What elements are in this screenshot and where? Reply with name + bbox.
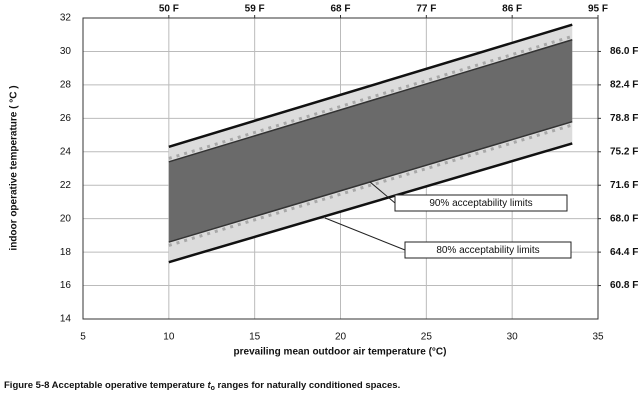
band-edge <box>168 39 573 163</box>
x-tick-label: 25 <box>421 332 433 343</box>
y-tick-label: 18 <box>60 247 72 258</box>
caption-text: ranges for naturally conditioned spaces. <box>215 380 400 391</box>
x2-tick-label: 50 F <box>159 4 179 15</box>
x2-tick-label: 59 F <box>245 4 265 15</box>
x2-tick-label: 95 F <box>588 4 608 15</box>
dotted-line <box>168 34 573 160</box>
y2-tick-label: 86.0 F <box>610 46 638 57</box>
plot-frame <box>82 17 599 320</box>
x-tick-label: 35 <box>592 332 604 343</box>
caption-subscript: o <box>211 385 215 392</box>
y2-tick-label: 60.8 F <box>610 280 638 291</box>
y-tick-label: 14 <box>60 314 72 325</box>
caption-symbol: t <box>207 380 211 391</box>
x-tick-label: 20 <box>335 332 347 343</box>
y-tick-label: 32 <box>60 13 72 24</box>
y-tick-label: 30 <box>60 46 72 57</box>
y2-tick-label: 71.6 F <box>610 180 638 191</box>
y-tick-label: 16 <box>60 280 72 291</box>
y2-tick-label: 64.4 F <box>610 247 638 258</box>
annotation-label: 80% acceptability limits <box>436 245 539 256</box>
band-edge <box>168 142 573 264</box>
y2-tick-label: 78.8 F <box>610 113 638 124</box>
caption-text: Figure 5-8 Acceptable operative temperat… <box>4 380 207 391</box>
annotation-box <box>394 194 568 212</box>
x2-tick-label: 86 F <box>502 4 522 15</box>
y-tick-label: 26 <box>60 113 72 124</box>
y2-tick-label: 75.2 F <box>610 146 638 157</box>
y2-tick-label: 82.4 F <box>610 80 638 91</box>
x-tick-label: 10 <box>163 332 175 343</box>
y-axis-label: indoor operative temperature ( °C ) <box>9 85 20 250</box>
x-tick-label: 5 <box>80 332 86 343</box>
x2-tick-label: 77 F <box>416 4 436 15</box>
x-tick-label: 30 <box>507 332 519 343</box>
x-axis-label: prevailing mean outdoor air temperature … <box>234 347 447 358</box>
y-tick-label: 24 <box>60 146 72 157</box>
dotted-line <box>168 123 573 247</box>
band-edge <box>168 23 573 148</box>
y-tick-label: 22 <box>60 180 72 191</box>
annotation-label: 90% acceptability limits <box>429 198 532 209</box>
band-area <box>168 39 573 243</box>
y-tick-label: 20 <box>60 213 72 224</box>
leader-line <box>369 181 396 204</box>
annotation-box <box>404 241 572 259</box>
x2-tick-label: 68 F <box>330 4 350 15</box>
leader-line <box>324 217 406 251</box>
x-tick-label: 15 <box>249 332 261 343</box>
y2-tick-label: 68.0 F <box>610 213 638 224</box>
caption: Figure 5-8 Acceptable operative temperat… <box>4 380 400 392</box>
y-tick-label: 28 <box>60 80 72 91</box>
